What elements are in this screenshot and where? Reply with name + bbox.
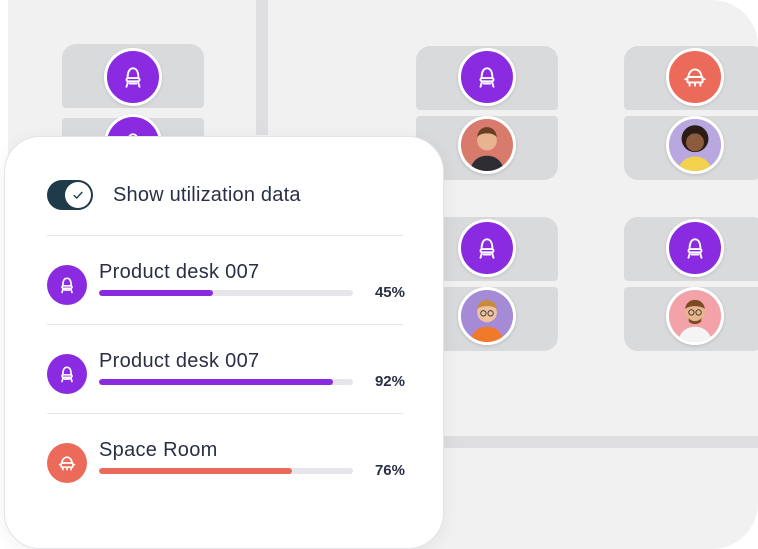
toggle-knob (65, 182, 91, 208)
chair-icon[interactable] (458, 219, 516, 277)
person-avatar[interactable] (458, 287, 516, 345)
chair-icon[interactable] (104, 48, 162, 106)
utilization-bar-fill (99, 379, 333, 385)
utilization-percent: 45% (374, 284, 405, 301)
divider (47, 324, 403, 325)
wall-divider (256, 0, 268, 135)
item-name: Product desk 007 (99, 261, 260, 283)
chair-icon[interactable] (458, 48, 516, 106)
meeting-room-icon[interactable] (666, 48, 724, 106)
utilization-panel: Show utilization data Product desk 007 4… (4, 136, 444, 549)
wall-divider (438, 436, 758, 448)
divider (47, 235, 403, 236)
utilization-item[interactable]: Product desk 007 45% (47, 261, 405, 321)
desk-block[interactable] (624, 217, 758, 351)
meeting-room-icon (47, 443, 87, 483)
toggle-label: Show utilization data (113, 183, 301, 206)
chair-icon (47, 265, 87, 305)
utilization-bar-fill (99, 468, 293, 474)
utilization-percent: 76% (374, 462, 405, 479)
utilization-item[interactable]: Space Room 76% (47, 439, 405, 499)
utilization-bar (99, 468, 353, 474)
desk-block[interactable] (624, 46, 758, 180)
utilization-toggle[interactable] (47, 180, 93, 210)
person-avatar[interactable] (458, 116, 516, 174)
person-avatar[interactable] (666, 287, 724, 345)
utilization-item[interactable]: Product desk 007 92% (47, 350, 405, 410)
utilization-percent: 92% (374, 373, 405, 390)
checkmark-icon (73, 191, 83, 199)
utilization-toggle-row: Show utilization data (47, 180, 301, 210)
utilization-bar (99, 290, 353, 296)
item-name: Space Room (99, 439, 218, 461)
utilization-bar (99, 379, 353, 385)
person-avatar[interactable] (666, 116, 724, 174)
divider (47, 413, 403, 414)
chair-icon (47, 354, 87, 394)
chair-icon[interactable] (666, 219, 724, 277)
item-name: Product desk 007 (99, 350, 260, 372)
desk-block[interactable] (416, 46, 558, 180)
utilization-bar-fill (99, 290, 214, 296)
